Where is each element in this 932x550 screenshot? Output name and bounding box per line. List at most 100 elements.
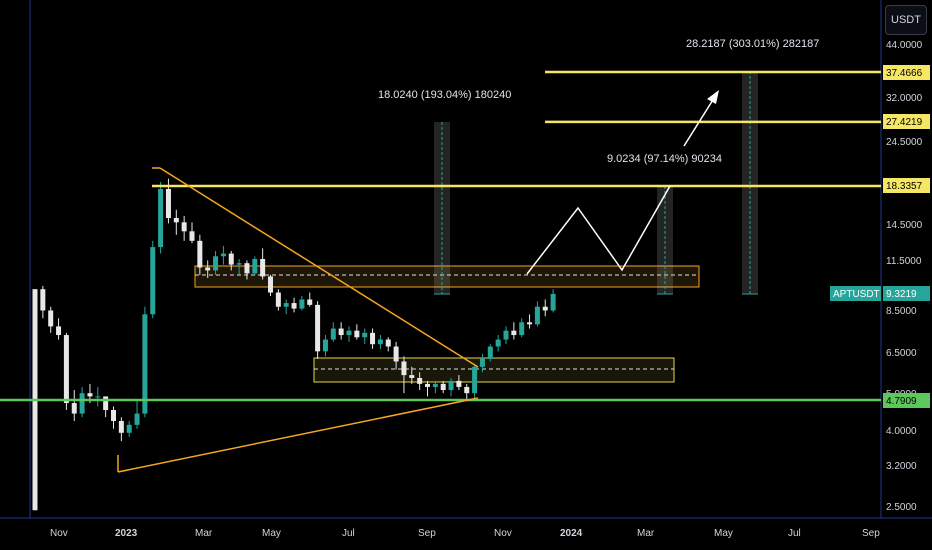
candle-body xyxy=(142,314,148,414)
x-tick-label: 2023 xyxy=(115,528,138,539)
level-tag-4: 4.7909 xyxy=(883,393,930,408)
x-tick-label: Mar xyxy=(637,528,655,539)
candle-body xyxy=(377,339,383,345)
candle-body xyxy=(48,310,54,327)
candle-body xyxy=(346,330,352,336)
candle-body xyxy=(315,304,321,352)
y-tick-label: 32.0000 xyxy=(886,93,923,104)
candle-body xyxy=(126,424,132,433)
candle-body xyxy=(63,335,69,404)
candle-body xyxy=(165,188,171,219)
zones-layer xyxy=(194,71,758,383)
candle-body xyxy=(244,263,250,274)
candle-body xyxy=(479,358,485,367)
candle-body xyxy=(56,326,62,336)
level-tag-label: 37.4666 xyxy=(886,68,923,79)
level-tag-label: 18.3357 xyxy=(886,181,923,192)
candle-body xyxy=(330,328,336,340)
candle-body xyxy=(291,303,297,309)
candle-body xyxy=(432,383,438,387)
last-price-tag-label: 9.3219 xyxy=(886,289,917,300)
candle-body xyxy=(71,403,77,414)
candle-body xyxy=(103,396,109,410)
candle-body xyxy=(550,293,556,311)
candle-body xyxy=(40,289,46,311)
candle-body xyxy=(181,222,187,232)
candle-body xyxy=(111,409,116,421)
levels-layer xyxy=(0,70,881,402)
annotation-measure-1: 18.0240 (193.04%) 180240 xyxy=(378,89,511,101)
candle-body xyxy=(228,253,234,265)
candle-body xyxy=(205,267,211,271)
candle-body xyxy=(519,322,525,336)
drawings-layer xyxy=(117,90,719,473)
y-tick-label: 8.5000 xyxy=(886,306,917,317)
candle-body xyxy=(487,346,493,359)
currency-button[interactable]: USDT xyxy=(885,5,927,35)
candle-body xyxy=(79,393,85,414)
symbol-tag-label: APTUSDT xyxy=(833,289,880,300)
level-tag-bg xyxy=(883,65,930,80)
candle-body xyxy=(322,339,328,352)
level-tag-bg xyxy=(883,114,930,129)
x-tick-label: 2024 xyxy=(560,528,583,539)
x-tick-label: May xyxy=(714,528,733,539)
candle-body xyxy=(236,263,242,265)
measure-column xyxy=(657,186,673,294)
level-tag-bg xyxy=(883,178,930,193)
time-axis[interactable]: Nov 2023 Mar May Jul Sep Nov 2024 Mar Ma… xyxy=(50,528,880,539)
candle-body xyxy=(417,377,423,384)
ascending-trendline xyxy=(117,397,479,473)
candle-body xyxy=(440,383,446,391)
level-tag-label: 4.7909 xyxy=(886,396,917,407)
symbol-price-tag: APTUSDT 9.3219 xyxy=(830,286,930,301)
candle-body xyxy=(472,366,478,394)
candle-body xyxy=(189,231,195,241)
x-tick-label: Jul xyxy=(342,528,355,539)
candle-body xyxy=(393,346,399,362)
x-tick-label: Mar xyxy=(195,528,213,539)
candle-body xyxy=(425,383,430,387)
candle-body xyxy=(260,259,266,277)
x-tick-label: Nov xyxy=(494,528,512,539)
candle-body xyxy=(409,375,415,378)
y-tick-label: 6.5000 xyxy=(886,348,917,359)
y-tick-label: 4.0000 xyxy=(886,426,917,437)
candle-body xyxy=(401,361,407,376)
annotation-measure-3: 28.2187 (303.01%) 282187 xyxy=(686,38,819,50)
candle-body xyxy=(456,380,462,387)
candle-body xyxy=(534,306,540,325)
candle-body xyxy=(213,256,219,271)
y-tick-label: 3.2000 xyxy=(886,461,917,472)
candle-body xyxy=(527,322,533,325)
candle-body xyxy=(283,303,289,307)
candle-body xyxy=(448,380,454,391)
candle-body xyxy=(220,253,226,257)
candle-body xyxy=(268,276,273,293)
candle-body xyxy=(307,299,313,305)
candle-body xyxy=(95,396,101,398)
candle-body xyxy=(134,413,140,425)
level-tag-27: 27.4219 xyxy=(883,114,930,129)
projection-arrow-line xyxy=(683,94,717,147)
level-tag-18: 18.3357 xyxy=(883,178,930,193)
candle-body xyxy=(150,247,156,315)
last-price-tag-bg xyxy=(883,286,930,301)
candle-body xyxy=(370,332,376,345)
x-tick-label: Sep xyxy=(862,528,880,539)
descending-trendline xyxy=(159,167,479,368)
candle-body xyxy=(197,240,203,268)
candle-body xyxy=(173,218,179,223)
candle-body xyxy=(87,393,93,397)
x-tick-label: Sep xyxy=(418,528,436,539)
symbol-tag-bg xyxy=(830,286,881,301)
y-tick-label: 14.5000 xyxy=(886,220,923,231)
candle-body xyxy=(495,339,501,347)
level-tag-label: 27.4219 xyxy=(886,117,923,128)
candle-body xyxy=(503,330,509,340)
candle-body xyxy=(362,332,368,338)
candle-body xyxy=(511,330,517,336)
candle-body xyxy=(338,328,344,336)
